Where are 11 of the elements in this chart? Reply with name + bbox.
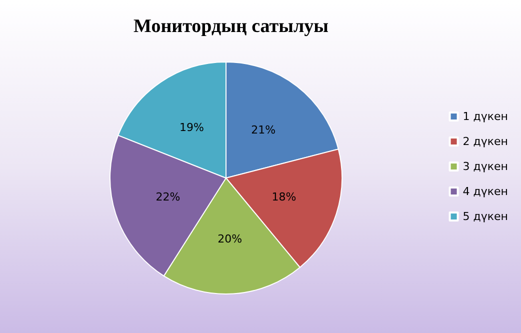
legend-label: 5 дүкен	[462, 210, 508, 223]
data-label: 22%	[156, 190, 180, 204]
data-label: 18%	[272, 190, 296, 204]
legend-label: 3 дүкен	[462, 160, 508, 173]
data-label: 21%	[251, 123, 276, 136]
legend-label: 1 дүкен	[462, 110, 508, 123]
data-label: 19%	[179, 121, 204, 134]
chart-title: Монитордың сатылуы	[134, 16, 329, 37]
legend-label: 4 дүкен	[462, 185, 508, 198]
legend-label: 2 дүкен	[462, 135, 508, 148]
data-label: 20%	[218, 232, 242, 246]
